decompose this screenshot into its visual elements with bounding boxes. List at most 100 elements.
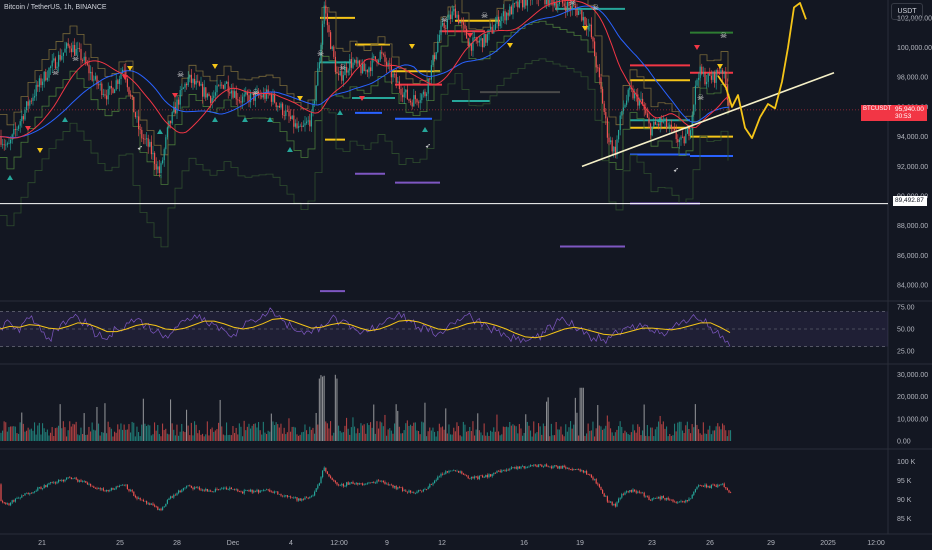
candle-body [96,76,98,85]
candle-body [317,68,319,86]
mini-candle-body [51,482,53,483]
candle-body [262,92,264,98]
volume-bar [242,436,244,441]
mini-candle-body [558,466,560,469]
sell-signal-icon [297,96,303,101]
mini-candle-body [598,484,600,487]
candle-body [14,129,16,130]
candle-body [298,126,300,128]
mini-candle-body [709,486,711,488]
mini-candle-body [146,500,148,504]
volume-bar [162,423,164,441]
mini-candle-body [34,491,36,493]
candle-body [717,70,719,73]
skull-icon: ☠ [317,49,324,58]
volume-bar [541,434,543,441]
volume-bar [259,430,261,441]
mini-candle-body [504,470,506,471]
candle-body [277,105,279,108]
volume-bar [429,427,431,441]
mini-candle-body [507,469,509,471]
mini-candle-body [702,486,704,487]
volume-bar [182,431,184,441]
candle-body [261,95,263,98]
candle-body [208,93,210,97]
candle-body [696,79,698,86]
volume-bar [443,429,445,441]
volume-bar [478,430,480,441]
volume-bar [168,434,170,441]
volume-bar [475,429,477,441]
volume-bar [718,426,720,441]
mini-candle-body [400,487,402,489]
time-tick-label: 4 [289,540,293,547]
mini-candle-body [275,491,277,493]
volume-bar [315,412,317,441]
mini-candle-body [339,485,341,486]
mini-candle-body [187,485,189,487]
candle-body [610,140,612,143]
mini-candle-body [205,488,207,491]
candle-body [5,144,7,146]
trendline [581,72,835,168]
candle-body [706,81,708,85]
mini-candle-body [651,498,653,501]
currency-selector[interactable]: USDT [891,3,923,20]
mini-candle-body [602,490,604,494]
candle-body [485,33,487,43]
volume-bar [714,430,716,441]
volume-bar [19,422,21,441]
candle-body [342,75,344,81]
candle-body [69,45,71,49]
candle-body [293,115,295,127]
mini-candle-body [376,480,378,483]
candle-body [336,71,338,74]
mini-candle-body [142,499,144,502]
volume-bar [138,432,140,441]
volume-bar [85,434,87,441]
sell-signal-icon [694,45,700,50]
candle-body [658,124,660,126]
mini-candle-body [179,490,181,493]
volume-bar [467,430,469,441]
volume-bar [344,425,346,441]
volume-bar [230,435,232,441]
volume-bar [395,404,397,441]
candle-body [395,74,397,83]
volume-bar [386,435,388,441]
mini-candle-body [704,484,706,487]
skull-icon: ☠ [252,88,259,97]
candle-body [467,38,469,47]
candle-body [584,17,586,25]
candle-body [597,67,599,69]
mini-candle-body [426,489,428,490]
volume-bar [496,414,498,441]
volume-bar [109,427,111,441]
candle-body [160,163,162,174]
mini-candle-body [726,488,728,491]
mini-candle-body [360,483,362,484]
volume-bar [394,423,396,441]
mini-candle-body [398,487,400,488]
mini-candle-body [659,496,661,500]
volume-bar [579,387,581,441]
mini-candle-body [131,490,133,492]
mini-candle-body [64,479,66,482]
volume-bar [325,421,327,441]
candle-body [38,78,40,87]
mini-candle-body [472,476,474,479]
mini-candle-body [354,483,356,485]
candle-body [397,81,399,83]
volume-bar [637,424,639,441]
volume-bar [482,435,484,441]
mini-candle-body [258,489,260,493]
mini-candle-body [333,479,335,481]
volume-bar [430,430,432,441]
volume-bar [653,436,655,441]
candle-body [523,0,525,8]
mini-candle-body [493,472,495,475]
candle-body [150,141,152,155]
volume-bar [458,426,460,441]
candle-body [611,140,613,152]
